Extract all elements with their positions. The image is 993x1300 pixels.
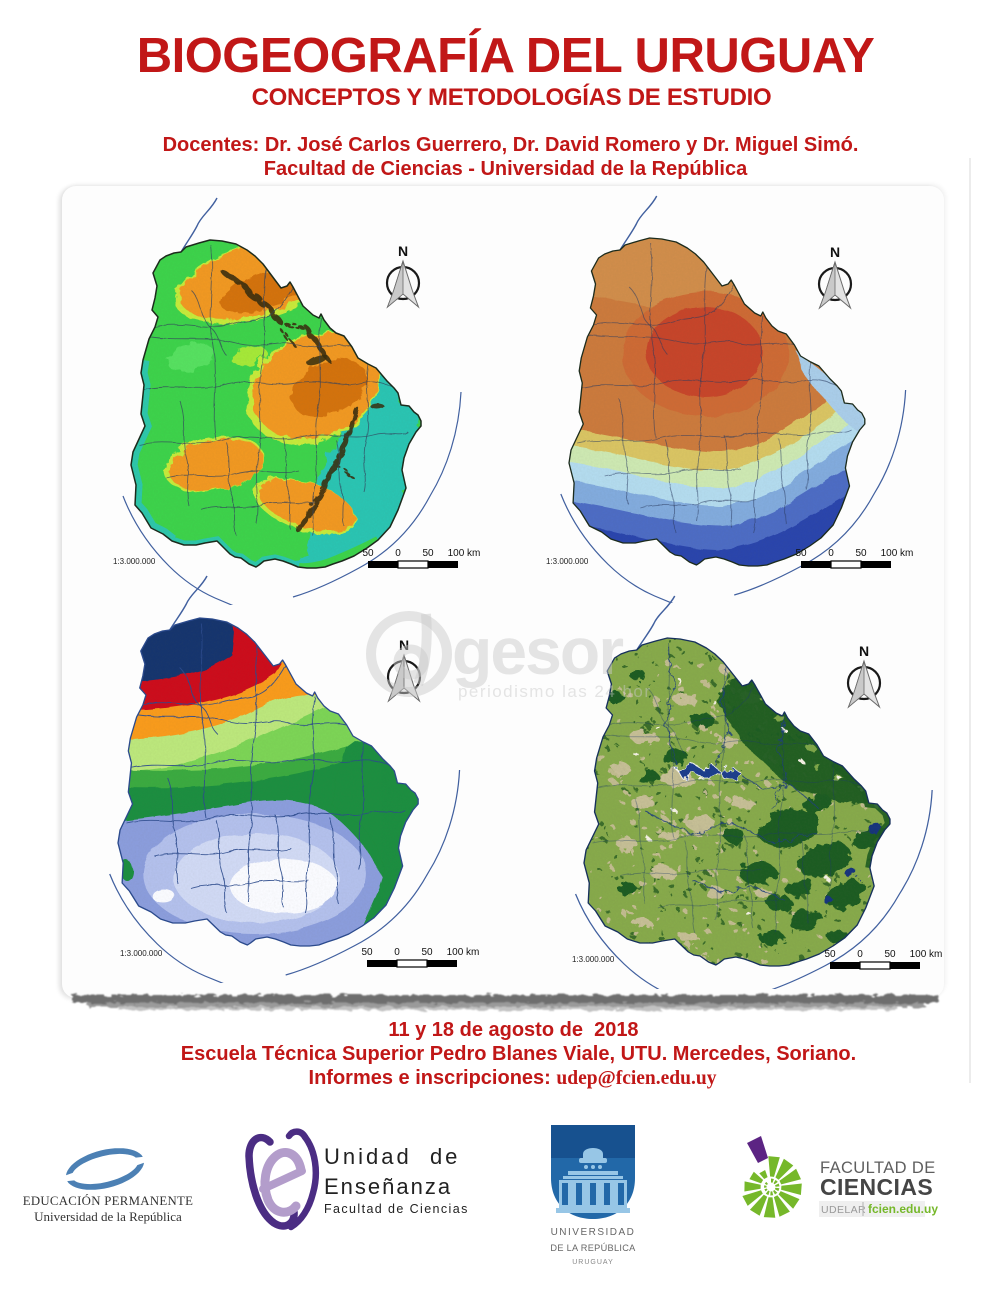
svg-text:Universidad de la República: Universidad de la República [34,1209,182,1224]
svg-text:Enseñanza: Enseñanza [324,1174,452,1199]
svg-text:1:3.000.000: 1:3.000.000 [113,557,156,566]
svg-text:0: 0 [394,947,400,958]
svg-text:Facultad de Ciencias: Facultad de Ciencias [324,1202,469,1216]
svg-text:0: 0 [857,949,863,960]
svg-text:0: 0 [395,548,401,559]
svg-text:URUGUAY: URUGUAY [572,1259,613,1266]
svg-text:100 km: 100 km [448,548,481,559]
svg-text:100 km: 100 km [447,947,480,958]
svg-text:1:3.000.000: 1:3.000.000 [572,955,615,964]
svg-text:N: N [398,243,408,259]
svg-text:50: 50 [422,548,434,559]
svg-text:50: 50 [795,548,807,559]
svg-text:100 km: 100 km [881,548,914,559]
svg-text:N: N [399,637,409,653]
svg-text:DE LA REPÚBLICA: DE LA REPÚBLICA [550,1243,636,1253]
svg-text:100 km: 100 km [910,949,943,960]
svg-text:CIENCIAS: CIENCIAS [820,1174,933,1200]
svg-text:EDUCACIÓN PERMANENTE: EDUCACIÓN PERMANENTE [23,1194,194,1208]
svg-text:1:3.000.000: 1:3.000.000 [120,949,163,958]
svg-text:50: 50 [421,947,433,958]
svg-text:N: N [830,244,840,260]
svg-text:fcien.edu.uy: fcien.edu.uy [868,1202,938,1216]
svg-text:UDELAR: UDELAR [821,1204,866,1216]
svg-text:50: 50 [362,548,374,559]
svg-text:1:3.000.000: 1:3.000.000 [546,557,589,566]
svg-text:FACULTAD DE: FACULTAD DE [820,1159,936,1177]
svg-text:Unidad de: Unidad de [324,1144,460,1169]
svg-text:50: 50 [361,947,373,958]
svg-text:50: 50 [824,949,836,960]
svg-text:UNIVERSIDAD: UNIVERSIDAD [551,1227,636,1238]
svg-text:50: 50 [855,548,867,559]
svg-text:gesor: gesor [452,614,624,688]
svg-text:periodismo las 24 hor: periodismo las 24 hor [458,682,650,701]
svg-text:0: 0 [828,548,834,559]
svg-text:50: 50 [884,949,896,960]
svg-text:N: N [859,643,869,659]
